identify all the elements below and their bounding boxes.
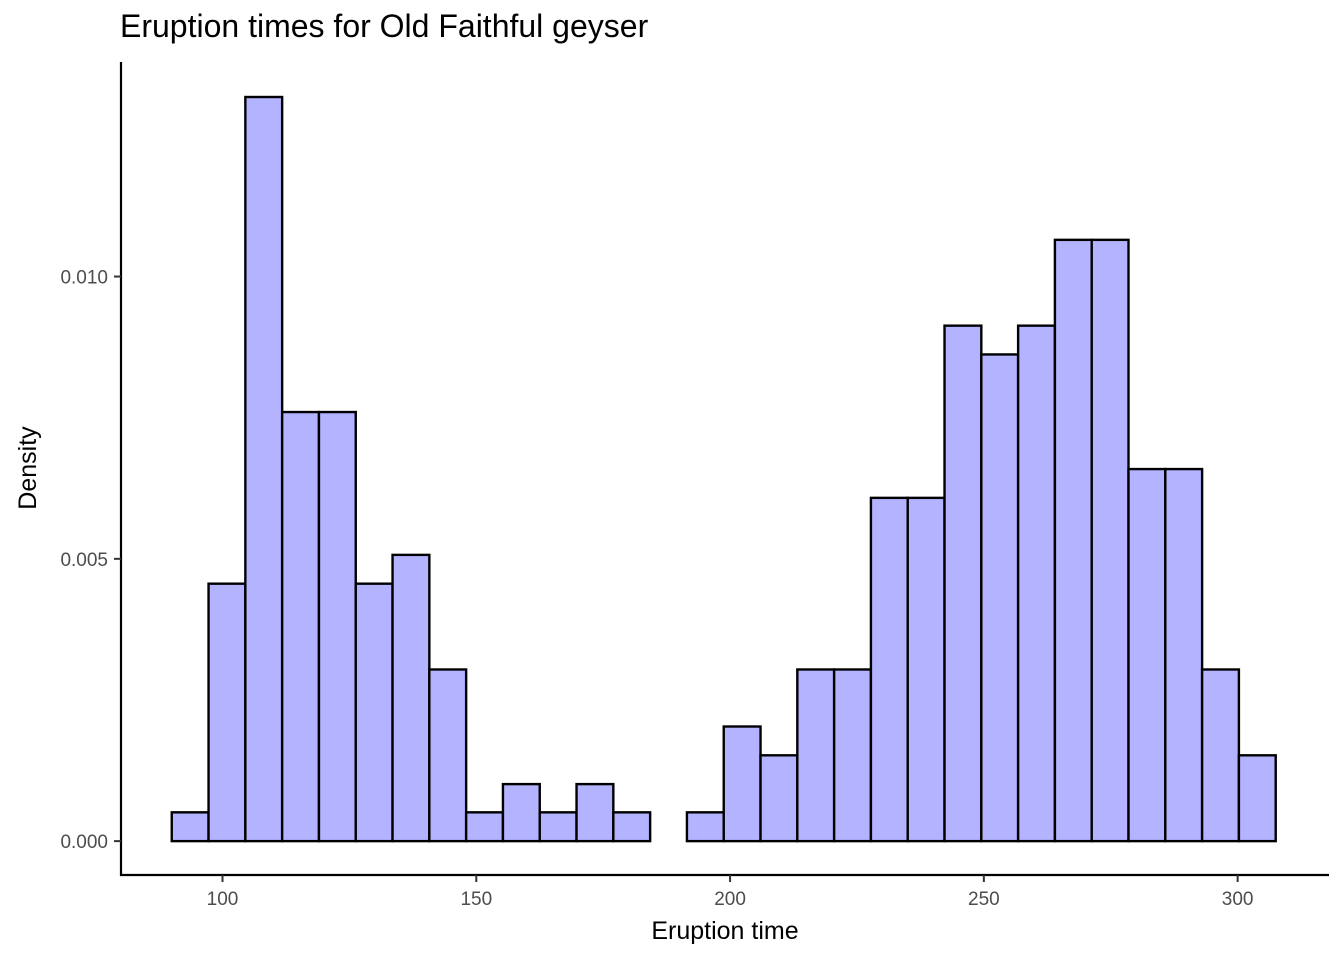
histogram-bar xyxy=(207,582,247,843)
y-axis-title: Density xyxy=(14,426,42,510)
y-tick-label: 0.000 xyxy=(60,832,108,853)
histogram-bar xyxy=(1090,238,1130,843)
histogram-bar xyxy=(501,782,541,843)
y-tick-label: 0.005 xyxy=(60,550,108,571)
histogram-bar xyxy=(280,410,321,843)
histogram-bar xyxy=(1200,668,1241,843)
chart-title: Eruption times for Old Faithful geyser xyxy=(120,8,649,44)
histogram-bar xyxy=(575,782,615,843)
histogram-bar xyxy=(317,410,357,843)
histogram-bar xyxy=(796,668,836,843)
histogram-bar xyxy=(1127,467,1167,843)
x-ticks-group: 100 150 200 250 300 xyxy=(207,875,1254,910)
histogram-bar xyxy=(391,553,431,843)
histogram-bar xyxy=(170,811,210,843)
x-axis-title: Eruption time xyxy=(651,917,798,945)
histogram-bar xyxy=(869,496,909,843)
y-tick-label: 0.010 xyxy=(60,268,108,289)
histogram-bar xyxy=(244,95,284,843)
histogram-bar xyxy=(1164,467,1204,843)
x-tick-label: 200 xyxy=(714,889,746,910)
histogram-bar xyxy=(832,668,873,843)
bars-group xyxy=(170,95,1277,843)
histogram-bar xyxy=(1016,324,1057,843)
histogram-bar xyxy=(980,353,1020,843)
x-tick-label: 150 xyxy=(460,889,492,910)
histogram-bar xyxy=(428,668,468,843)
histogram-bar xyxy=(1237,754,1277,843)
histogram-bar xyxy=(759,754,799,843)
histogram-bar xyxy=(612,811,652,843)
x-tick-label: 100 xyxy=(207,889,239,910)
y-ticks-group: 0.000 0.005 0.010 xyxy=(60,268,121,853)
x-tick-label: 250 xyxy=(968,889,1000,910)
histogram-bar xyxy=(906,496,946,843)
histogram-bar xyxy=(722,725,762,843)
histogram-bar xyxy=(538,811,578,843)
histogram-bar xyxy=(1053,238,1093,843)
histogram-bar xyxy=(685,811,725,843)
x-tick-label: 300 xyxy=(1222,889,1254,910)
histogram-bar xyxy=(354,582,394,843)
histogram-bar xyxy=(943,324,983,843)
histogram-bar xyxy=(464,811,505,843)
